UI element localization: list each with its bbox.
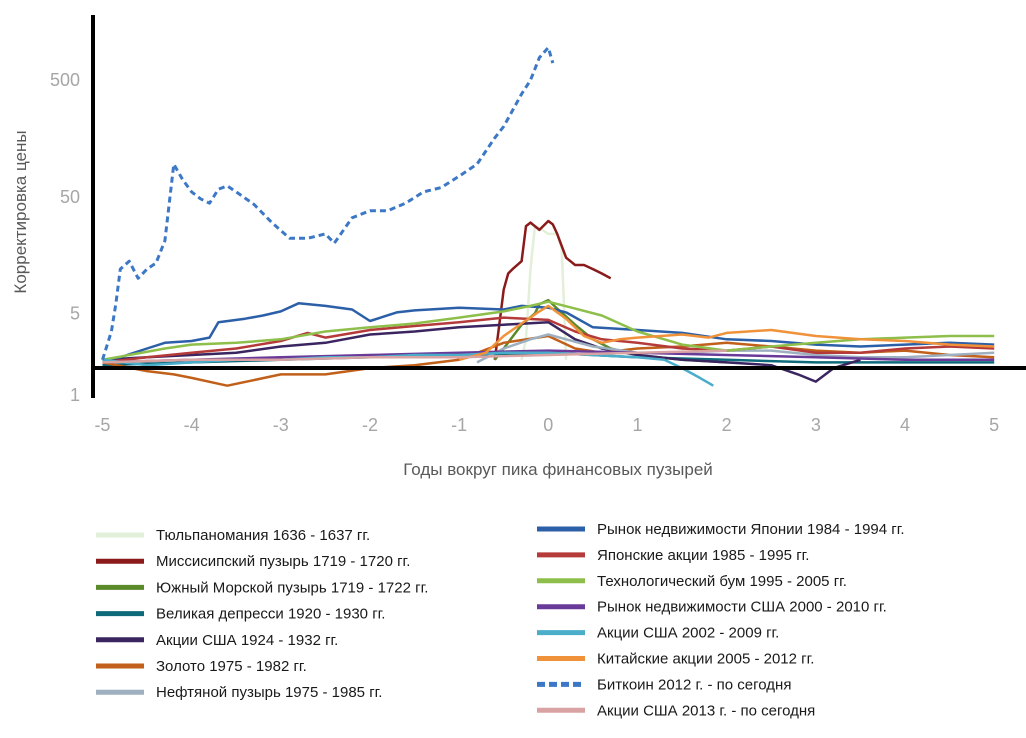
legend-entry-12: Акции США 2002 - 2009 гг. (537, 625, 779, 642)
y-tick-label: 1 (70, 385, 80, 405)
series-line-11 (102, 349, 995, 364)
legend-label: Великая депресси 1920 - 1930 гг. (156, 606, 385, 623)
x-tick-label: 4 (900, 415, 910, 435)
x-tick-label: -4 (184, 415, 200, 435)
y-tick-labels: 1 5 50 500 (50, 70, 80, 405)
x-tick-labels: -5 -4 -3 -2 -1 0 1 2 3 4 5 (94, 415, 999, 435)
legend: Тюльпаномания 1636 - 1637 гг. Миссисипски… (96, 521, 905, 719)
legend-label: Золото 1975 - 1982 гг. (156, 658, 307, 675)
legend-entry-2: Миссисипский пузырь 1719 - 1720 гг. (96, 553, 410, 570)
series-line-9 (102, 316, 995, 364)
x-tick-label: 3 (811, 415, 821, 435)
legend-label: Тюльпаномания 1636 - 1637 гг. (156, 527, 370, 544)
legend-entry-8: Рынок недвижимости Японии 1984 - 1994 гг… (537, 521, 905, 538)
legend-label: Южный Морской пузырь 1719 - 1722 гг. (156, 579, 428, 596)
x-tick-label: -5 (94, 415, 110, 435)
series-line-5 (102, 320, 861, 383)
legend-label: Рынок недвижимости Японии 1984 - 1994 гг… (597, 521, 905, 538)
x-tick-label: 5 (989, 415, 999, 435)
legend-entry-11: Рынок недвижимости США 2000 - 2010 гг. (537, 599, 887, 616)
legend-label: Биткоин 2012 г. - по сегодня (597, 676, 791, 693)
legend-entry-14: Биткоин 2012 г. - по сегодня (537, 676, 791, 693)
series-line-2 (493, 219, 612, 360)
legend-label: Нефтяной пузырь 1975 - 1985 гг. (156, 684, 382, 701)
legend-entry-7: Нефтяной пузырь 1975 - 1985 гг. (96, 684, 382, 701)
x-tick-label: 2 (722, 415, 732, 435)
series-line-13 (458, 304, 995, 362)
x-tick-label: 0 (543, 415, 553, 435)
series-line-14 (101, 46, 555, 361)
series-line-15 (102, 349, 727, 364)
legend-entry-15: Акции США 2013 г. - по сегодня (537, 702, 815, 719)
series-line-8 (102, 302, 995, 362)
y-axis-label: Корректировка цены (11, 130, 30, 293)
legend-entry-6: Золото 1975 - 1982 гг. (96, 658, 307, 675)
y-tick-label: 5 (70, 303, 80, 323)
legend-label: Китайские акции 2005 - 2012 гг. (597, 651, 814, 668)
legend-label: Акции США 2002 - 2009 гг. (597, 625, 779, 642)
series-line-6 (102, 334, 995, 387)
x-axis-label: Годы вокруг пика финансовых пузырей (403, 460, 713, 479)
legend-entry-9: Японские акции 1985 - 1995 гг. (537, 547, 809, 564)
legend-entry-13: Китайские акции 2005 - 2012 гг. (537, 651, 814, 668)
x-tick-label: 1 (632, 415, 642, 435)
series-layer (101, 46, 995, 387)
legend-label: Японские акции 1985 - 1995 гг. (597, 547, 809, 564)
legend-entry-5: Акции США 1924 - 1932 гг. (96, 632, 338, 649)
legend-label: Технологический бум 1995 - 2005 гг. (597, 573, 847, 590)
x-tick-label: -2 (362, 415, 378, 435)
x-tick-label: -1 (451, 415, 467, 435)
legend-entry-1: Тюльпаномания 1636 - 1637 гг. (96, 527, 370, 544)
legend-label: Акции США 2013 г. - по сегодня (597, 702, 815, 719)
legend-entry-10: Технологический бум 1995 - 2005 гг. (537, 573, 847, 590)
legend-label: Миссисипский пузырь 1719 - 1720 гг. (156, 553, 410, 570)
legend-label: Акции США 1924 - 1932 гг. (156, 632, 338, 649)
y-tick-label: 500 (50, 70, 80, 90)
x-tick-label: -3 (273, 415, 289, 435)
legend-entry-4: Великая депресси 1920 - 1930 гг. (96, 606, 385, 623)
series-line-10 (102, 300, 995, 362)
y-tick-label: 50 (60, 187, 80, 207)
legend-label: Рынок недвижимости США 2000 - 2010 гг. (597, 599, 887, 616)
legend-entry-3: Южный Морской пузырь 1719 - 1722 гг. (96, 579, 428, 596)
